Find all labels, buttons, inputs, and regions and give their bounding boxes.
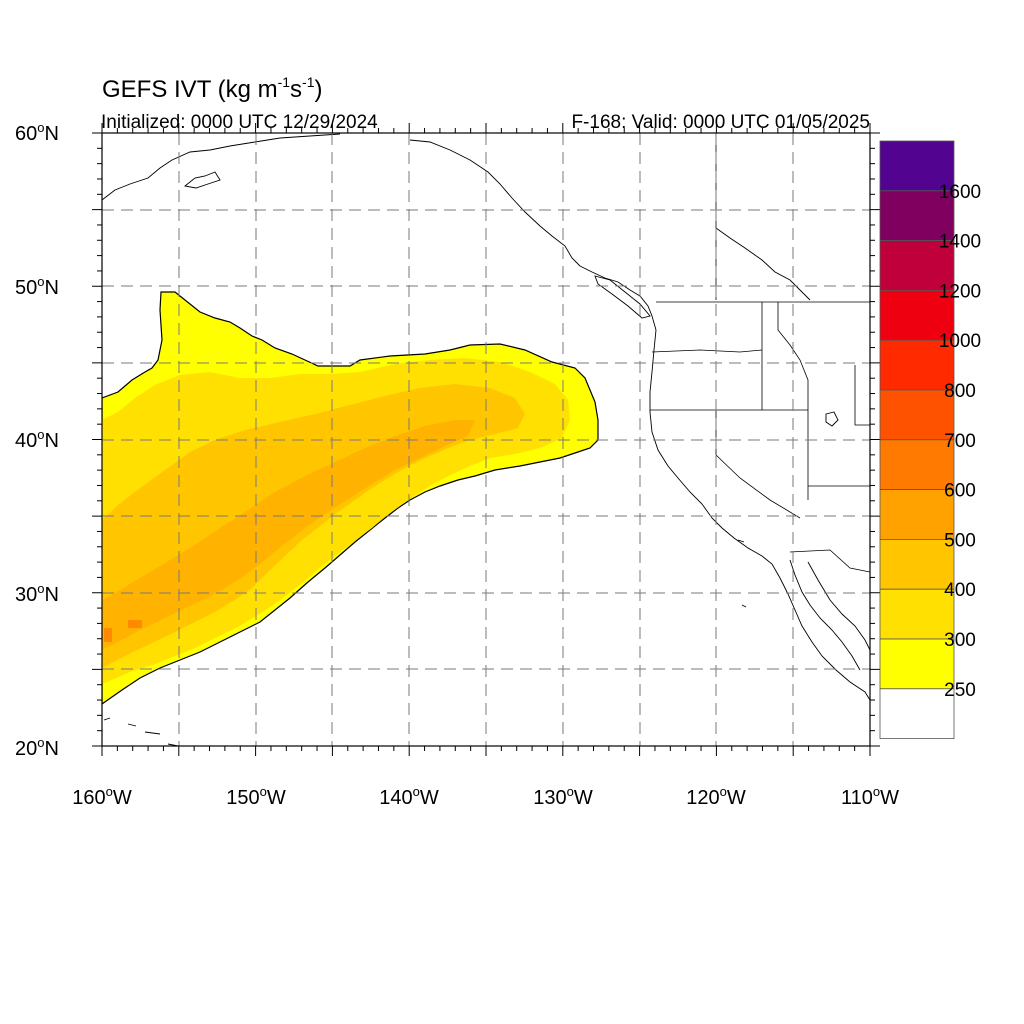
colorbar-label: 1400 — [939, 232, 981, 253]
latitude-labels: 60oN 50oN 40oN 30oN 20oN — [15, 120, 59, 760]
lon-label-120: 120oW — [686, 784, 746, 809]
axis-ticks — [92, 123, 880, 756]
hawaii-islands — [103, 717, 179, 746]
colorbar-swatch — [879, 439, 955, 490]
idaho-mt-border — [777, 302, 809, 410]
lon-label-110: 110oW — [841, 784, 899, 809]
colorbar-label: 1600 — [939, 182, 981, 203]
ivt-level-500 — [102, 420, 475, 650]
vancouver-island — [594, 275, 651, 319]
lat-label-30: 30oN — [15, 581, 59, 606]
nv-ca-border — [715, 410, 801, 519]
mexico-border — [789, 549, 870, 573]
lat-label-40: 40oN — [15, 427, 59, 452]
longitude-labels: 160oW 150oW 140oW 130oW 120oW 110oW — [72, 784, 899, 809]
us-west-coast — [649, 329, 870, 701]
lat-label-60: 60oN — [15, 120, 59, 145]
alaska-coast — [102, 133, 341, 201]
wyoming-border — [854, 365, 870, 426]
bc-coast — [579, 265, 657, 331]
colorbar-label: 600 — [944, 481, 976, 502]
great-salt-lake — [825, 411, 839, 427]
baja-peninsula — [789, 559, 861, 671]
colorbar-label: 500 — [944, 530, 976, 551]
colorbar-swatch — [879, 190, 955, 242]
kodiak-islands — [183, 171, 221, 189]
initialized-label: Initialized: 0000 UTC 12/29/2024 — [101, 112, 378, 133]
colorbar: 1600 1400 1200 1000 800 700 600 500 400 300 250 — [879, 140, 981, 739]
wa-or-border — [651, 349, 763, 353]
lon-label-130: 130oW — [533, 784, 593, 809]
figure-title: GEFS IVT (kg m-1s-1) — [102, 74, 323, 103]
colorbar-label: 800 — [944, 381, 976, 402]
graticule — [102, 133, 870, 746]
lon-label-150: 150oW — [226, 784, 286, 809]
colorbar-label: 400 — [944, 580, 976, 601]
state-borders — [650, 133, 870, 573]
lat-label-50: 50oN — [15, 274, 59, 299]
colorbar-swatch — [879, 688, 955, 739]
colorbar-swatch — [879, 389, 955, 441]
ivt-max-pixel — [104, 628, 112, 642]
colorbar-swatch — [879, 289, 955, 341]
ivt-max-pixel-2 — [128, 620, 142, 628]
canada-interior-coast — [715, 227, 811, 301]
gulf-of-california — [807, 561, 870, 651]
colorbar-swatch — [879, 489, 955, 540]
colorbar-label: 700 — [944, 431, 976, 452]
colorbar-swatch — [879, 339, 955, 391]
ivt-field — [102, 291, 599, 705]
valid-label: F-168: Valid: 0000 UTC 01/05/2025 — [571, 112, 870, 133]
colorbar-swatch — [879, 240, 955, 291]
lon-label-140: 140oW — [379, 784, 439, 809]
alaska-panhandle — [409, 139, 581, 267]
colorbar-label: 300 — [944, 630, 976, 651]
colorbar-label: 1200 — [939, 281, 981, 302]
colorbar-swatch — [879, 588, 955, 640]
lon-label-160: 160oW — [72, 784, 132, 809]
colorbar-label: 250 — [944, 680, 976, 701]
lat-label-20: 20oN — [15, 735, 59, 760]
colorbar-swatch — [879, 638, 955, 690]
colorbar-label: 1000 — [939, 331, 981, 352]
channel-islands — [737, 539, 747, 608]
colorbar-swatch — [879, 140, 955, 192]
colorbar-swatch — [879, 539, 955, 590]
